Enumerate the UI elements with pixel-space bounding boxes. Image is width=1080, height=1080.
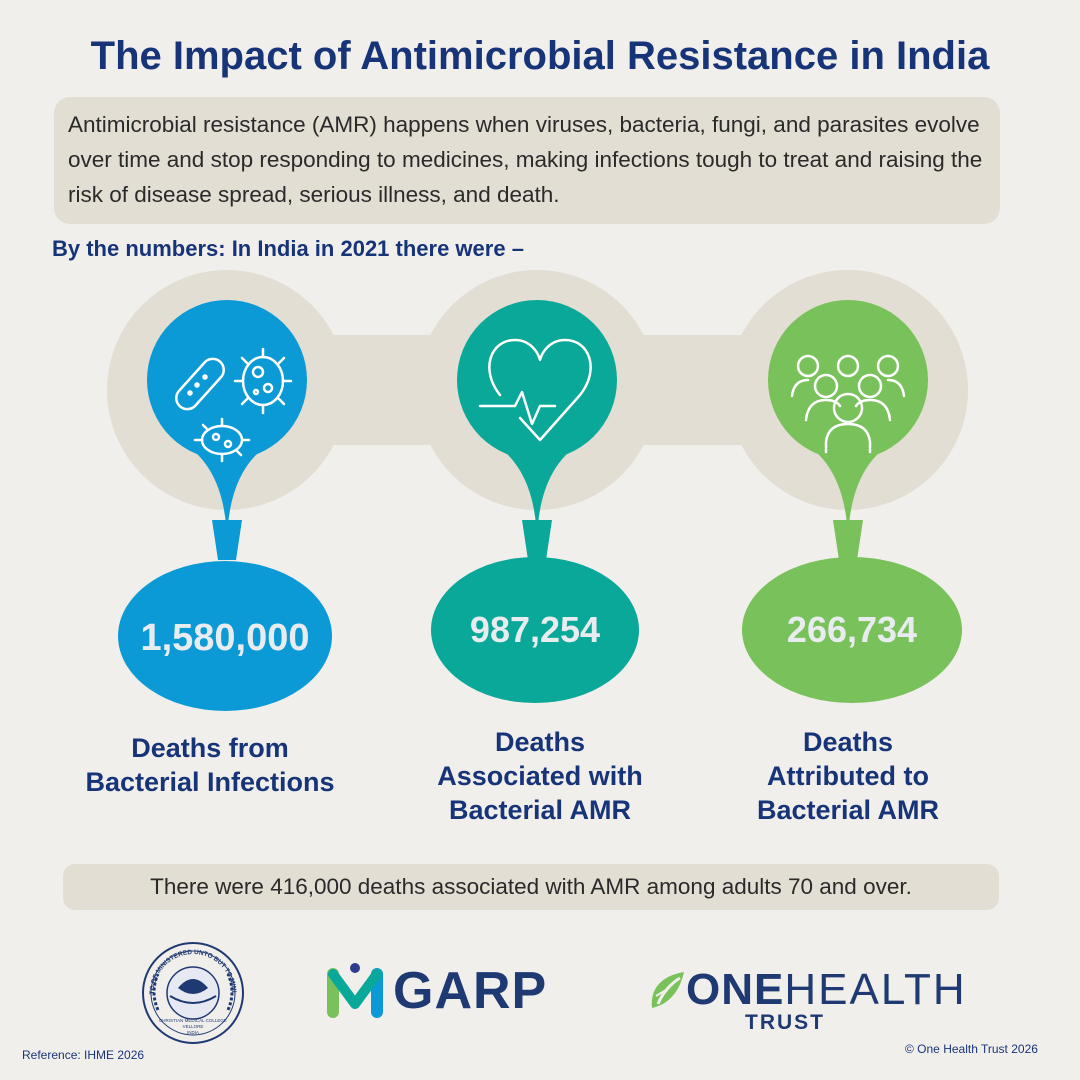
cmc-seal-logo: NOT TO BE MINISTERED UNTO BUT TO MINISTE… bbox=[140, 940, 244, 1044]
cmc-seal-country: INDIA bbox=[187, 1030, 199, 1035]
heartbeat-icon bbox=[478, 338, 592, 442]
stat-3-label-line-2: Attributed to bbox=[767, 761, 929, 791]
oht-health-text: HEALTH bbox=[784, 965, 967, 1014]
stat-2-pin: 987,254 bbox=[431, 300, 639, 703]
reference-note: Reference: IHME 2026 bbox=[22, 1048, 145, 1062]
one-health-trust-logo: ONE HEALTH TRUST bbox=[650, 965, 967, 1035]
stat-3-label: Deaths Attributed to Bacterial AMR bbox=[698, 725, 998, 827]
page-title: The Impact of Antimicrobial Resistance i… bbox=[90, 34, 990, 78]
garp-mark-icon bbox=[327, 963, 383, 1018]
stat-3-bubble bbox=[742, 557, 962, 703]
people-group-icon bbox=[790, 354, 906, 454]
stat-3-value: 266,734 bbox=[787, 609, 917, 650]
stat-3-label-line-3: Bacterial AMR bbox=[756, 795, 940, 825]
stat-3-pin: 266,734 bbox=[742, 300, 962, 703]
numbers-subheading: By the numbers: In India in 2021 there w… bbox=[52, 236, 524, 261]
oht-trust-text: TRUST bbox=[745, 1011, 825, 1034]
stat-1-label-line-1: Deaths from bbox=[131, 733, 289, 763]
stat-1-label-line-2: Bacterial Infections bbox=[85, 767, 335, 797]
cmc-seal-city: VELLORE bbox=[183, 1024, 204, 1029]
stat-1-pin: 1,580,000 bbox=[118, 300, 332, 711]
cmc-seal-name: CHRISTIAN MEDICAL COLLEGE bbox=[159, 1018, 227, 1023]
garp-wordmark: GARP bbox=[393, 962, 548, 1020]
stat-2-label-line-1: Deaths bbox=[494, 727, 586, 757]
stat-2-label: Deaths Associated with Bacterial AMR bbox=[390, 725, 690, 827]
stat-2-value: 987,254 bbox=[470, 609, 600, 650]
stat-2-bubble bbox=[431, 557, 639, 703]
copyright-note: © One Health Trust 2026 bbox=[905, 1042, 1038, 1056]
intro-paragraph: Antimicrobial resistance (AMR) happens w… bbox=[54, 97, 1000, 224]
garp-logo: GARP bbox=[325, 960, 547, 1022]
stat-3-label-line-1: Deaths bbox=[802, 727, 894, 757]
leaf-mark-icon bbox=[651, 972, 684, 1008]
stat-1-value: 1,580,000 bbox=[140, 617, 309, 659]
oht-one-text: ONE bbox=[686, 965, 785, 1014]
stat-2-label-line-2: Associated with bbox=[437, 761, 643, 791]
footnote-banner: There were 416,000 deaths associated wit… bbox=[63, 864, 999, 910]
stat-1-bubble bbox=[118, 561, 332, 711]
bacteria-icon bbox=[175, 347, 293, 463]
stat-1-label: Deaths from Bacterial Infections bbox=[60, 731, 360, 799]
stat-2-label-line-3: Bacterial AMR bbox=[448, 795, 632, 825]
